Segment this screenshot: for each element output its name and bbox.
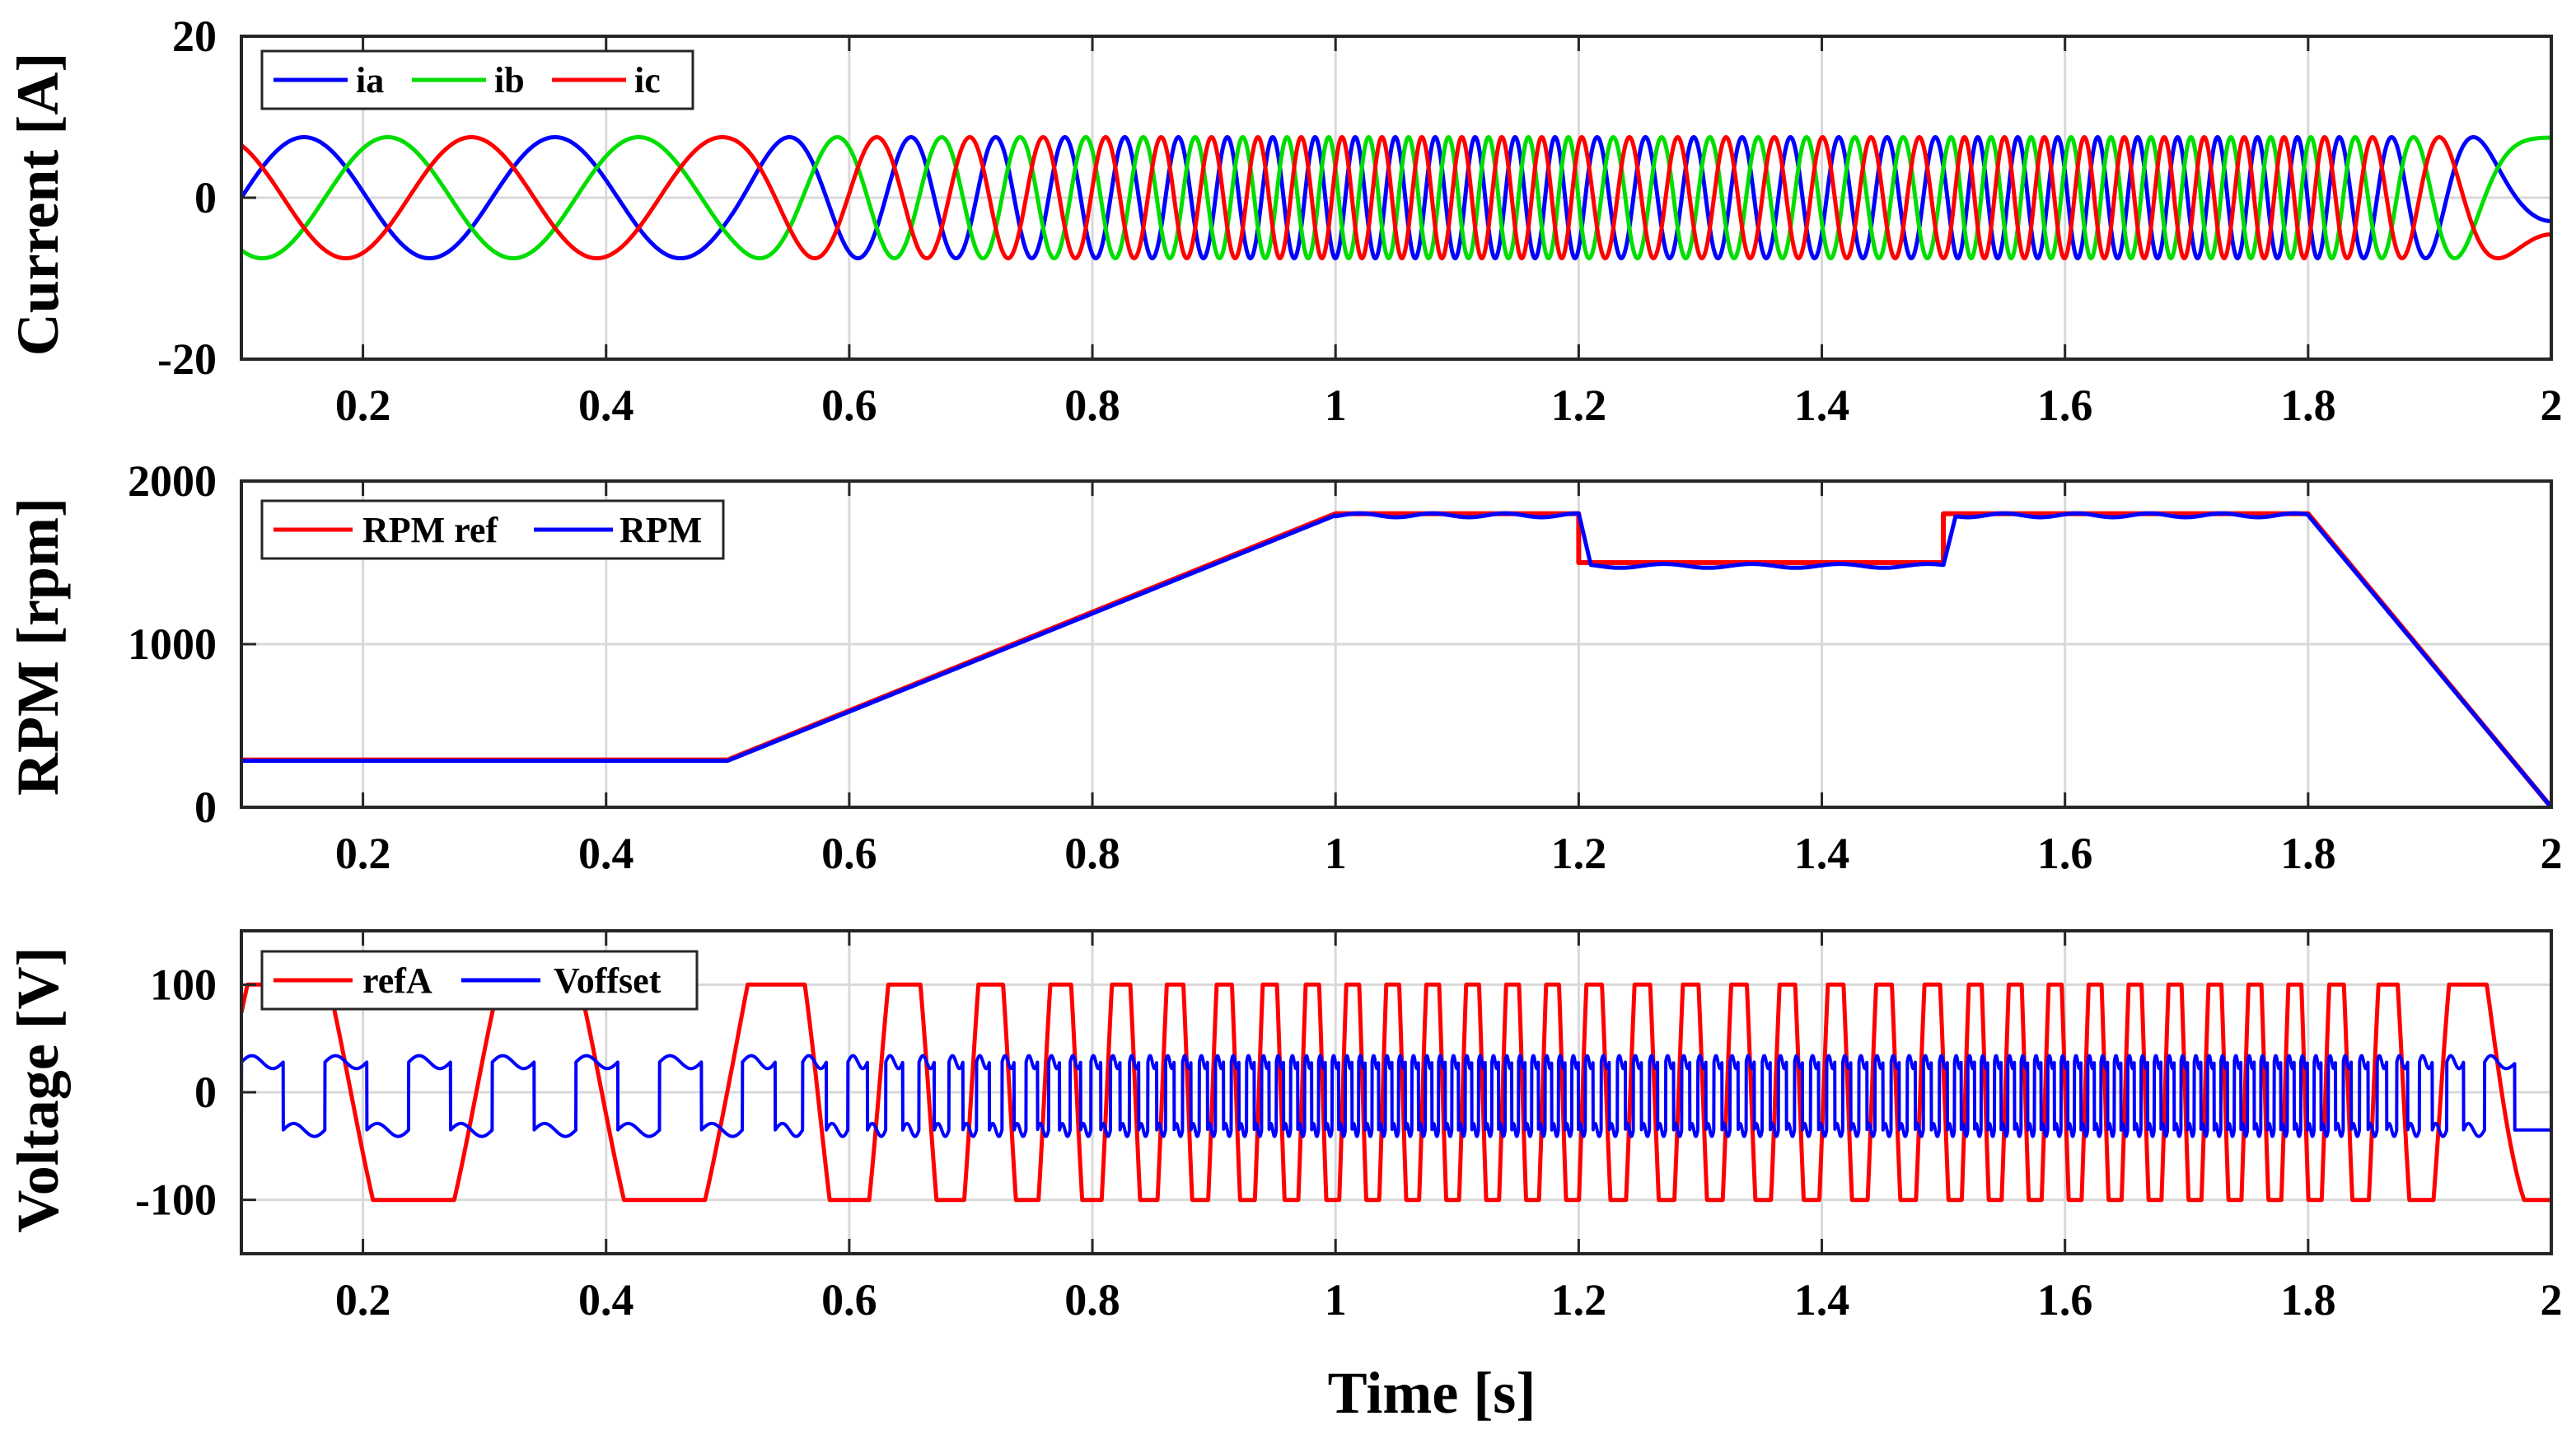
x-tick-label: 0.2 [335,381,391,430]
x-tick-label: 1.6 [2037,381,2093,430]
x-tick-label: 1.2 [1551,1275,1607,1325]
x-tick-label: 1.4 [1794,381,1850,430]
x-tick-label: 1.8 [2280,381,2336,430]
x-tick-label: 1 [1325,381,1347,430]
x-tick-label: 0.2 [335,829,391,878]
y-tick-label: -20 [157,334,217,384]
x-tick-label: 0.8 [1064,381,1120,430]
legend-ia-label: ia [356,60,384,100]
y-tick-label: 20 [172,12,217,61]
x-tick-label: 0.8 [1064,1275,1120,1325]
series-ia [241,135,2551,260]
y-tick-label: 0 [194,783,217,832]
x-tick-label: 1.8 [2280,829,2336,878]
x-tick-label: 1.8 [2280,1275,2336,1325]
x-tick-label: 0.4 [578,381,634,430]
x-tick-label: 1.4 [1794,1275,1850,1325]
y-tick-label: -100 [135,1175,217,1225]
x-tick-label: 2 [2541,829,2563,878]
x-tick-label: 1.4 [1794,829,1850,878]
legend-ib-label: ib [494,60,525,100]
rpm-plot-area [241,511,2551,807]
series-rpm [241,511,2551,807]
x-tick-label: 0.4 [578,1275,634,1325]
current-panel: 0.2 0.4 0.6 0.8 1 1.2 1.4 1.6 1.8 2 20 0 -20 Current… [5,12,2563,430]
time-xlabel: Time [s] [1328,1360,1536,1426]
x-tick-label: 0.6 [821,1275,877,1325]
x-tick-label: 0.4 [578,829,634,878]
x-tick-label: 1.6 [2037,829,2093,878]
x-tick-label: 1 [1325,1275,1347,1325]
current-legend: ia ib ic [260,49,694,110]
rpm-panel: 0.2 0.4 0.6 0.8 1 1.2 1.4 1.6 1.8 2 2000 1000 0 RPM … [5,456,2563,878]
x-tick-label: 1.2 [1551,381,1607,430]
legend-voffset-label: Voffset [554,960,662,1001]
series-ic [241,135,2551,260]
legend-refa-label: refA [362,960,432,1001]
series-Voffset [241,1054,2551,1138]
legend-rpm-label: RPM [619,510,702,550]
x-tick-label: 0.8 [1064,829,1120,878]
current-ylabel: Current [A] [5,53,71,357]
rpm-legend: RPM ref RPM [260,499,725,560]
voltage-plot-area [241,982,2551,1203]
y-tick-label: 100 [150,960,217,1009]
series-ib [241,135,2551,260]
y-tick-label: 1000 [128,619,217,669]
x-tick-label: 0.6 [821,381,877,430]
x-tick-label: 2 [2541,1275,2563,1325]
voltage-ylabel: Voltage [V] [5,946,71,1232]
y-tick-label: 0 [194,1068,217,1117]
x-tick-label: 2 [2541,381,2563,430]
legend-ic-label: ic [634,60,661,100]
current-plot-area [241,135,2551,260]
rpm-ylabel: RPM [rpm] [5,498,71,796]
x-tick-label: 1.6 [2037,1275,2093,1325]
y-tick-label: 0 [194,173,217,222]
y-tick-label: 2000 [128,456,217,506]
voltage-panel: 0.2 0.4 0.6 0.8 1 1.2 1.4 1.6 1.8 2 100 0 -100 Volta… [5,929,2563,1426]
series-refA [241,982,2551,1203]
x-tick-label: 1 [1325,829,1347,878]
legend-rpmref-label: RPM ref [362,510,498,550]
x-tick-label: 0.6 [821,829,877,878]
x-tick-label: 1.2 [1551,829,1607,878]
voltage-legend: refA Voffset [260,950,699,1011]
x-tick-label: 0.2 [335,1275,391,1325]
